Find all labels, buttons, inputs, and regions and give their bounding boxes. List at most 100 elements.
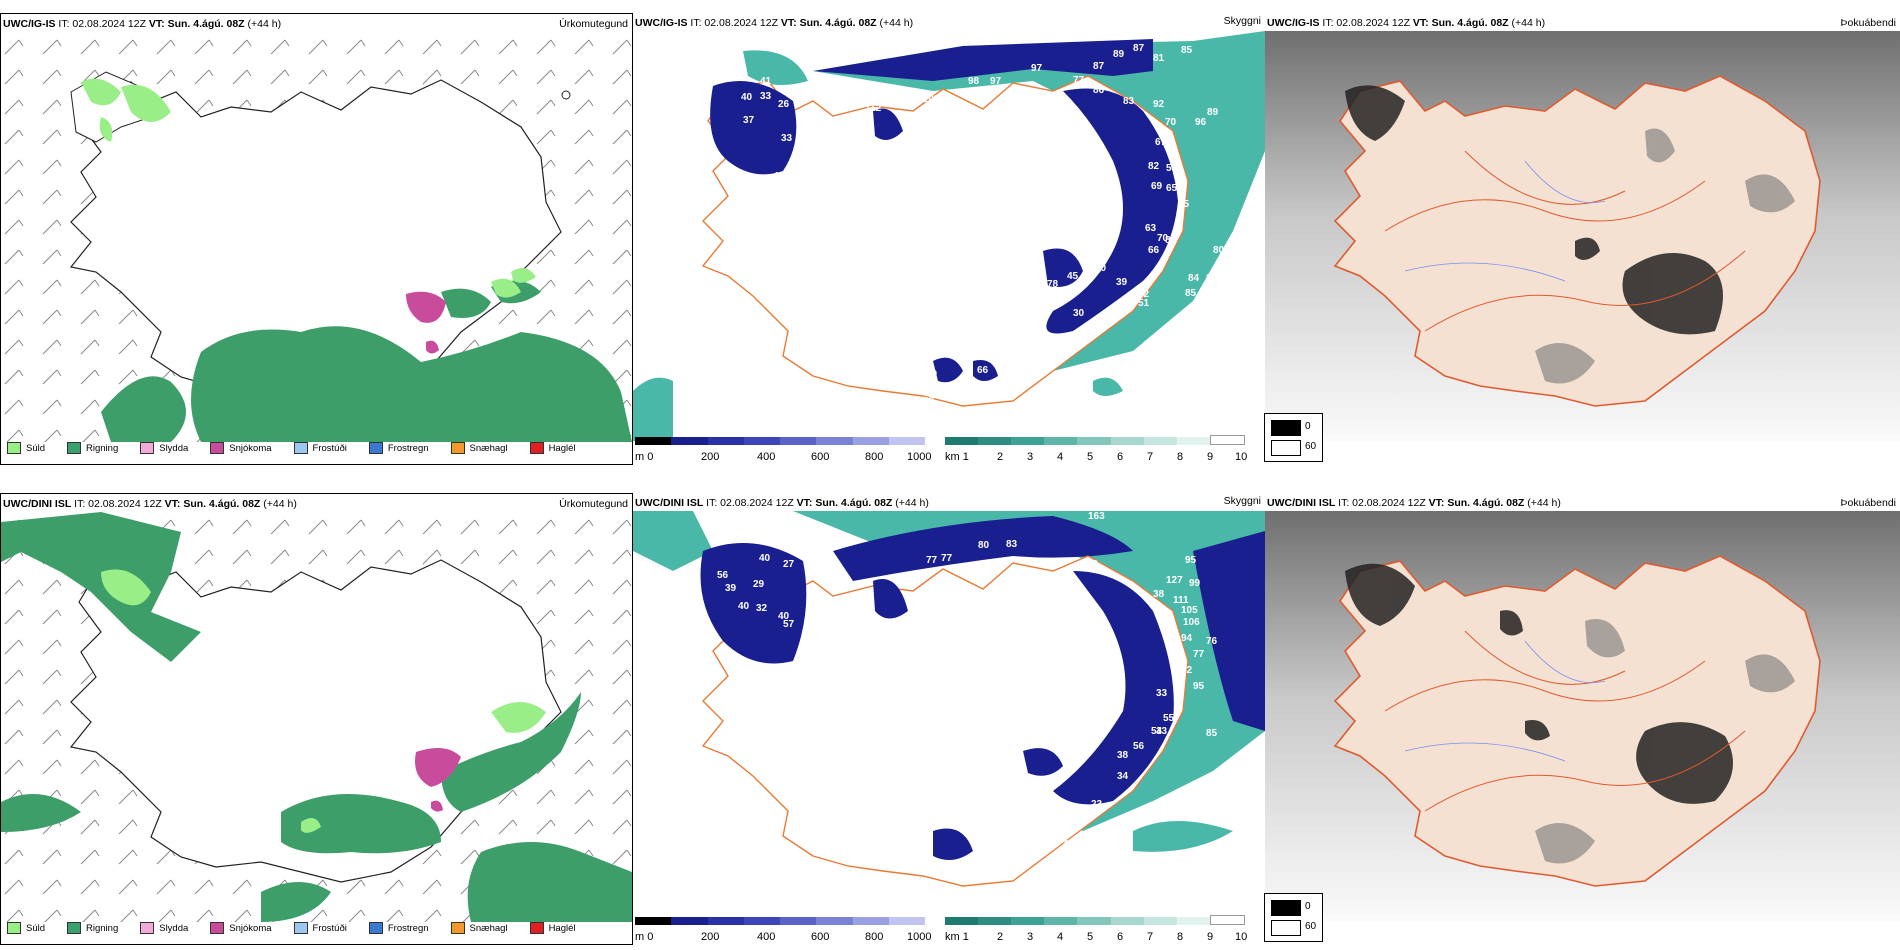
- cloud-base-value: 83: [973, 688, 985, 699]
- cloud-base-value: 67: [1155, 137, 1167, 148]
- cloud-base-value: 92: [1153, 99, 1165, 110]
- cloud-base-value: 63: [1145, 223, 1157, 234]
- cloud-base-value: 69: [1151, 181, 1163, 192]
- cloud-base-value: 65: [1166, 183, 1178, 194]
- cloud-base-value: 111: [1173, 595, 1189, 606]
- cloud-base-value: 79: [1093, 141, 1105, 152]
- drizzle-areas: [81, 78, 536, 298]
- cloud-base-value: 66: [977, 365, 989, 376]
- cloud-base-value: 105: [923, 94, 940, 105]
- cloud-base-value: 32: [1138, 289, 1150, 300]
- panel-title: UWC/DINI ISL IT: 02.08.2024 12Z VT: Sun.…: [635, 497, 929, 509]
- cloud-base-value: 56: [1133, 741, 1145, 752]
- panel-product-label: Úrkomutegund: [559, 18, 628, 30]
- cloud-base-value: 83: [1123, 96, 1135, 107]
- cloud-base-value: 46: [783, 539, 795, 550]
- cloud-base-value: 124: [865, 86, 882, 97]
- cloud-base-value: 82: [1148, 161, 1160, 172]
- cloud-base-value: 95: [1185, 555, 1197, 566]
- cloud-base-value: 40: [759, 553, 771, 564]
- legend-item: Haglél: [529, 922, 576, 934]
- cloud-base-ticks: m 0 200 400 600 800 1000: [635, 451, 932, 463]
- cloud-base-value: 86: [1093, 85, 1105, 96]
- cloud-base-value: 45: [1067, 271, 1079, 282]
- cloud-base-value: 30: [1073, 308, 1085, 319]
- cloud-base-value: 70: [1157, 233, 1169, 244]
- cloud-base-value: 23: [998, 869, 1010, 880]
- cloud-base-value: 64: [849, 115, 861, 126]
- panel-title: UWC/IG-IS IT: 02.08.2024 12Z VT: Sun. 4.…: [3, 18, 282, 30]
- cloud-base-value: 75: [1178, 199, 1190, 210]
- cloud-base-value: 27: [783, 559, 795, 570]
- cloud-base-value: 77: [1193, 649, 1205, 660]
- cloud-base-value: 90: [1095, 263, 1107, 274]
- cloud-base-value: 70: [1165, 117, 1177, 128]
- fog-panel-top: UWC/IG-IS IT: 02.08.2024 12Z VT: Sun. 4.…: [1265, 13, 1900, 465]
- legend-item: Haglél: [529, 442, 576, 454]
- cloud-base-value: 51: [994, 823, 1006, 834]
- cloud-base-value: 41: [760, 76, 772, 87]
- cloud-base-value: 89: [1113, 49, 1125, 60]
- legend-item: Frostregn: [368, 922, 429, 934]
- legend-item: Rigning: [67, 922, 118, 934]
- cloud-base-value: 163: [1088, 511, 1105, 522]
- cloud-base-value: 58: [717, 686, 729, 697]
- fog-key-top: 0 60: [1264, 413, 1323, 462]
- cloud-base-value: 38: [1117, 750, 1129, 761]
- cloud-base-value: 78: [1047, 279, 1059, 290]
- visibility-panel-bottom: UWC/DINI ISL IT: 02.08.2024 12Z VT: Sun.…: [633, 493, 1265, 945]
- precip-legend: Súld Rigning Slydda Snjókoma Frostúði Fr…: [7, 442, 594, 454]
- cloud-base-value: 34: [1117, 771, 1129, 782]
- cloud-base-value: 48: [773, 171, 785, 182]
- legend-item: Súld: [7, 922, 45, 934]
- cloud-base-value: 76: [1206, 636, 1218, 647]
- cloud-base-value: 97: [1031, 63, 1043, 74]
- cloud-base-value: 57: [783, 619, 795, 630]
- cloud-base-value: 55: [1163, 713, 1175, 724]
- cloud-base-value: 106: [1183, 617, 1200, 628]
- cloud-base-value: 81: [1153, 53, 1165, 64]
- visibility-ticks: km 1 2 3 4 5 6 7 8 9 10: [945, 451, 1248, 463]
- cloud-base-value: 51: [1138, 298, 1150, 309]
- fog-map: [1265, 511, 1900, 921]
- panel-title: UWC/IG-IS IT: 02.08.2024 12Z VT: Sun. 4.…: [1267, 17, 1546, 29]
- cloud-base-value: 40: [741, 92, 753, 103]
- legend-item: Snjókoma: [210, 442, 272, 454]
- cloud-base-value: 99: [1189, 578, 1201, 589]
- panel-product-label: Þokuábendi: [1840, 497, 1896, 509]
- cloud-base-value: 77: [1026, 653, 1038, 664]
- cloud-base-value: 32: [756, 603, 768, 614]
- cloud-base-value: 38: [1153, 589, 1165, 600]
- cloud-base-value: 96: [1195, 117, 1207, 128]
- cloud-base-value: 105: [1181, 605, 1198, 616]
- panel-title: UWC/DINI ISL IT: 02.08.2024 12Z VT: Sun.…: [3, 498, 297, 510]
- cloud-base-value: 61: [993, 648, 1005, 659]
- cloud-base-value: 33: [1156, 726, 1168, 737]
- cloud-base-value: 112: [865, 103, 882, 114]
- cloud-base-ticks: m 0 200 400 600 800 1000: [635, 931, 932, 943]
- cloud-base-value: 56: [1033, 813, 1045, 824]
- cloud-base-scale: [635, 917, 925, 925]
- visibility-ticks: km 1 2 3 4 5 6 7 8 9 10: [945, 931, 1248, 943]
- panel-product-label: Skyggni: [1223, 15, 1261, 27]
- fog-map: [1265, 31, 1900, 441]
- legend-item: Frostúði: [293, 922, 347, 934]
- cloud-base-value: 85: [1181, 45, 1193, 56]
- cloud-base-value: 81: [1165, 235, 1177, 246]
- cloud-base-value: 20: [1059, 345, 1071, 356]
- panel-product-label: Úrkomutegund: [559, 498, 628, 510]
- cloud-base-value: 123: [880, 84, 897, 95]
- fog-panel-bottom: UWC/DINI ISL IT: 02.08.2024 12Z VT: Sun.…: [1265, 493, 1900, 945]
- visibility-scale: [945, 435, 1245, 445]
- cloud-base-value: 97: [937, 94, 949, 105]
- cloud-base-value: 90: [1087, 559, 1099, 570]
- cloud-base-value: 87: [1133, 43, 1145, 54]
- cloud-base-value: 89: [1207, 107, 1219, 118]
- cloud-base-value: 94: [1181, 633, 1193, 644]
- cloud-base-value: 26: [778, 99, 790, 110]
- legend-item: Slydda: [140, 922, 188, 934]
